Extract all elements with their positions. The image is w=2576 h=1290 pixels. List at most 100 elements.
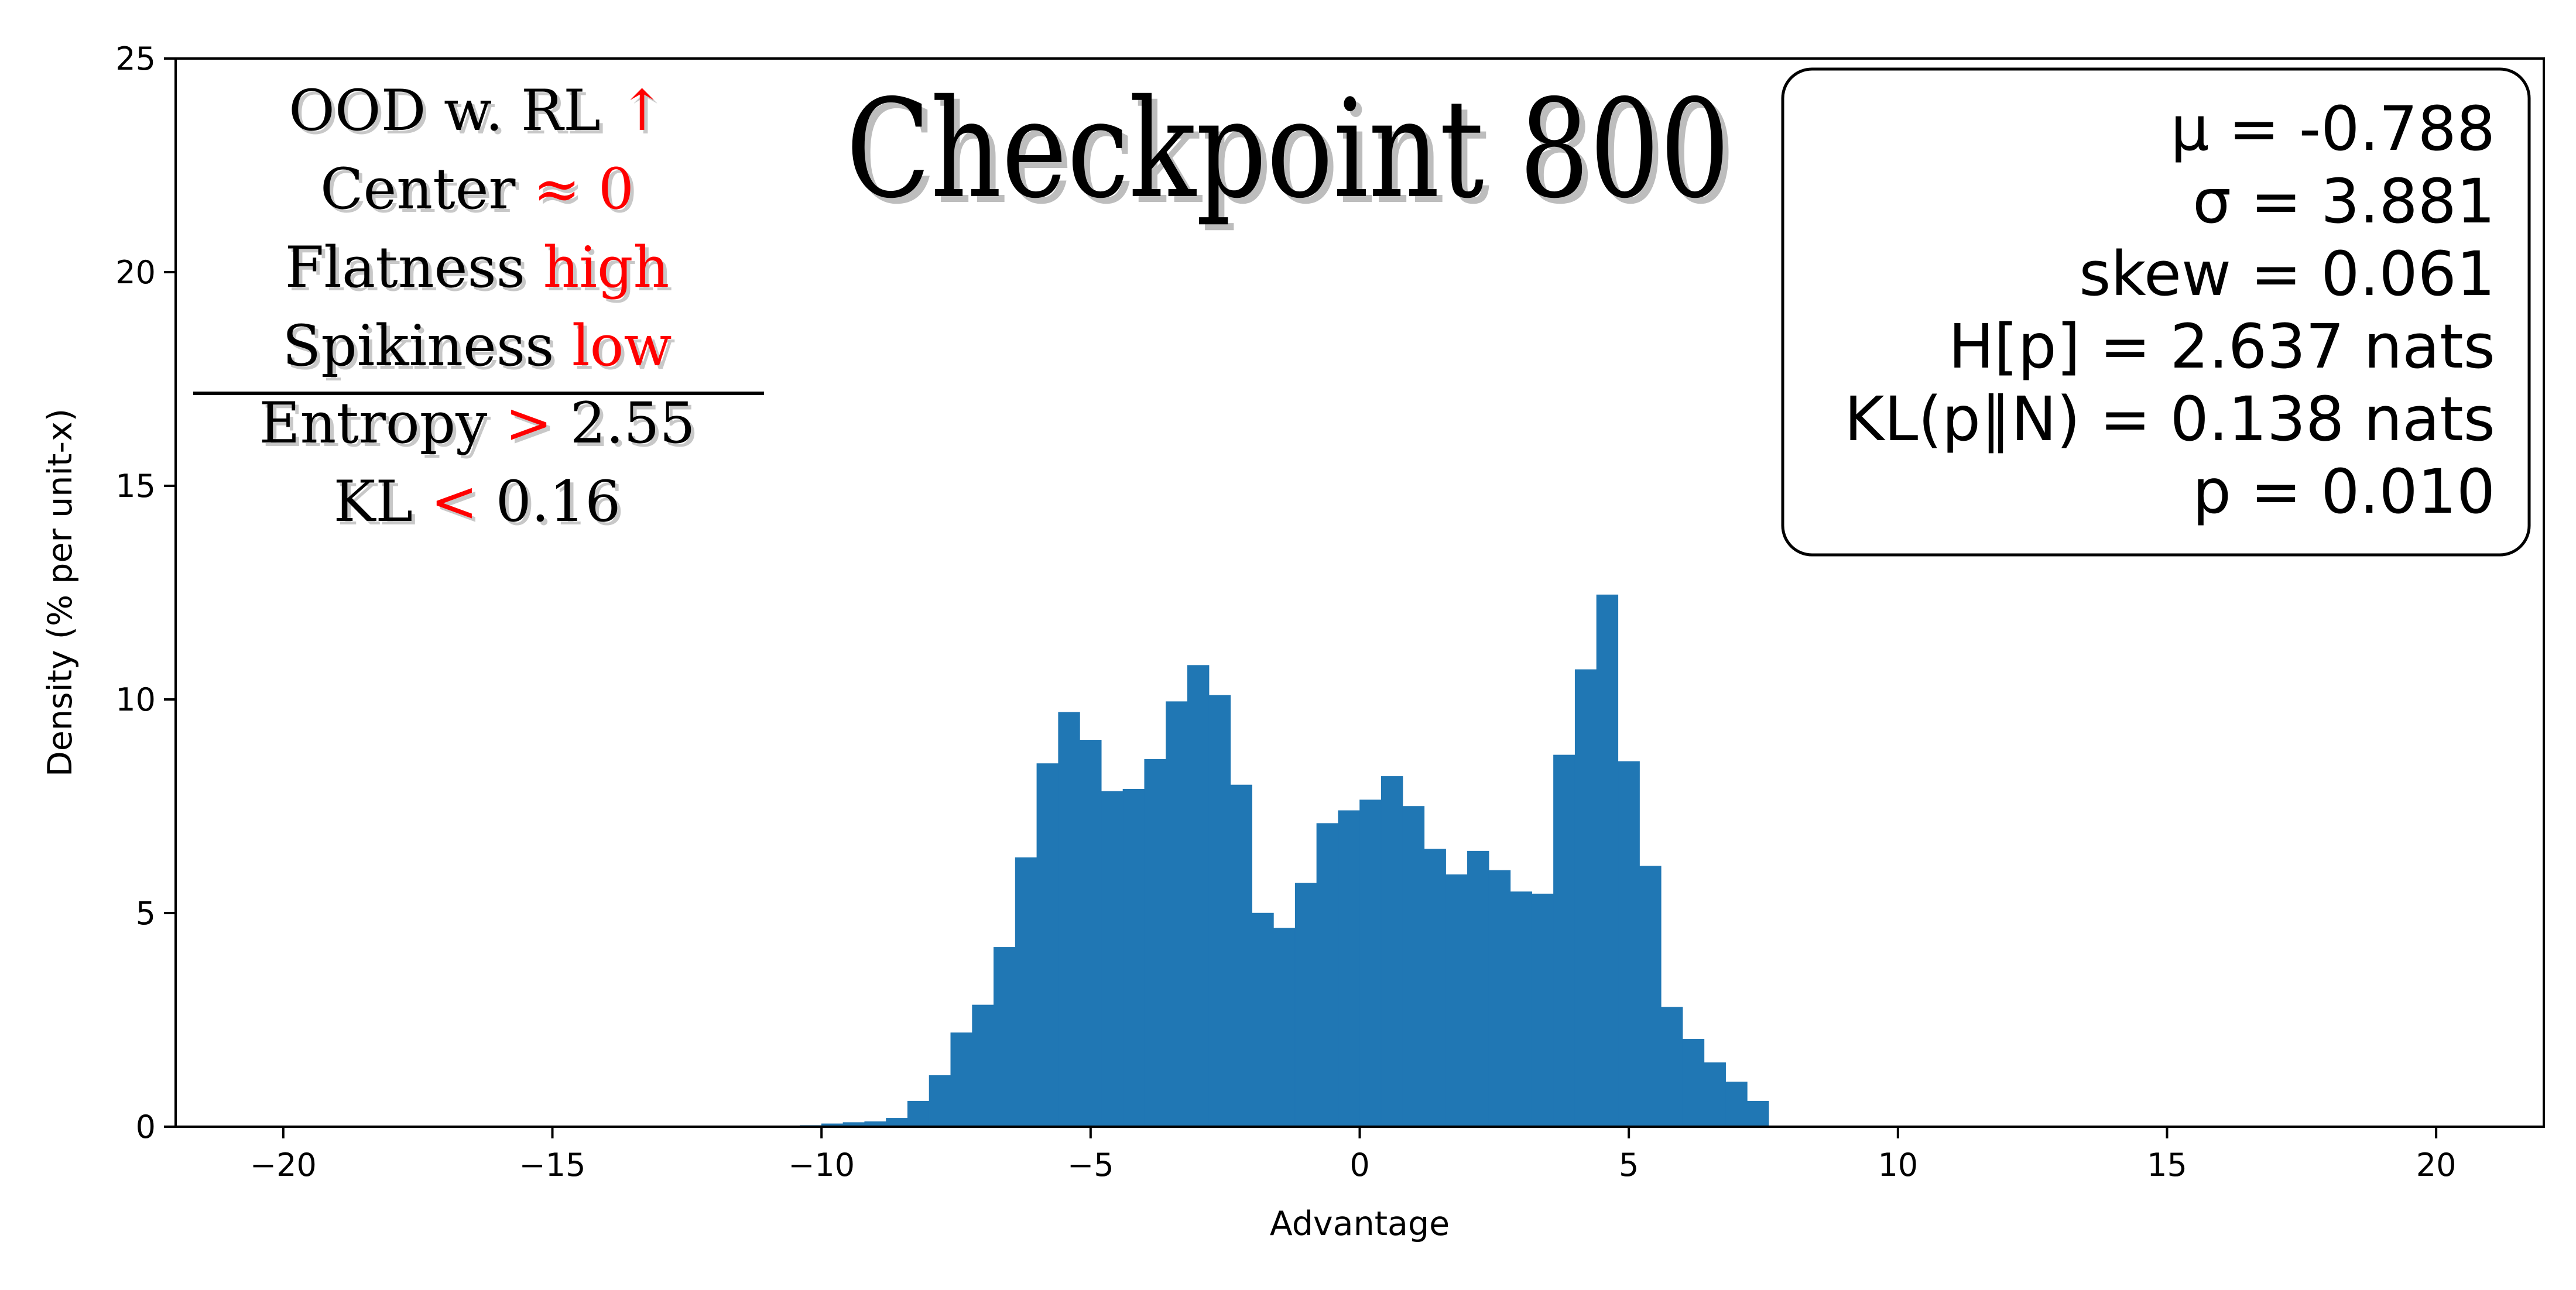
histogram-bar xyxy=(1381,776,1403,1127)
histogram-bar xyxy=(1488,870,1511,1127)
y-tick-label: 25 xyxy=(115,40,156,77)
criteria-line-entropy-shadow: Entropy > 2.55 xyxy=(262,394,698,459)
x-tick-label: −15 xyxy=(519,1147,586,1183)
histogram-bar xyxy=(1574,669,1597,1127)
y-tick-label: 10 xyxy=(115,681,156,718)
stats-box-frame xyxy=(1781,67,2531,557)
criteria-line-kl-part: KL xyxy=(334,469,431,534)
criteria-line-entropy-part: > xyxy=(505,390,552,456)
criteria-line-entropy: Entropy > 2.55 xyxy=(259,390,695,456)
histogram-bar xyxy=(1101,791,1123,1127)
criteria-line-flatness-part: high xyxy=(543,235,670,300)
histogram-bar xyxy=(1553,754,1575,1127)
histogram-bar xyxy=(886,1118,908,1127)
y-axis-label: Density (% per unit-x) xyxy=(41,409,80,777)
histogram-bar xyxy=(929,1075,951,1127)
histogram-bar xyxy=(1532,893,1554,1127)
criteria-line-flatness: Flatness high xyxy=(285,235,670,300)
x-axis-label: Advantage xyxy=(1270,1205,1450,1243)
histogram-bar xyxy=(1294,883,1317,1127)
criteria-line-entropy-part: Entropy xyxy=(259,390,505,456)
x-tick-label: −20 xyxy=(250,1147,317,1183)
x-axis-ticks: −20 −15 −10 −5 0 5 10 15 20 xyxy=(250,1127,2457,1183)
y-tick-label: 5 xyxy=(136,895,156,932)
histogram-bar xyxy=(1682,1039,1705,1127)
criteria-line-kl-part: 0.16 xyxy=(478,469,621,534)
x-tick-label: 10 xyxy=(1878,1147,1918,1183)
criteria-line-center: Center ≈ 0 xyxy=(320,156,634,222)
stats-line: σ = 3.881 xyxy=(2193,166,2495,237)
y-tick-label: 0 xyxy=(136,1109,156,1145)
criteria-line-entropy-part: 2.55 xyxy=(552,390,695,456)
stats-line: KL(p∥N) = 0.138 nats xyxy=(1844,383,2495,455)
histogram-bar xyxy=(1725,1082,1748,1127)
histogram-bar xyxy=(1015,857,1037,1127)
histogram-bar xyxy=(1316,823,1339,1127)
stats-line: H[p] = 2.637 nats xyxy=(1948,311,2495,382)
histogram-bar xyxy=(972,1004,994,1127)
histogram-bar xyxy=(1704,1062,1726,1127)
criteria-line-center-part: Center xyxy=(320,156,533,222)
x-tick-label: 0 xyxy=(1349,1147,1369,1183)
criteria-line-kl-part: < xyxy=(431,469,478,534)
histogram-bar xyxy=(1166,701,1188,1127)
histogram-bar xyxy=(1747,1100,1769,1127)
histogram-bar xyxy=(1402,806,1425,1127)
x-tick-label: −10 xyxy=(788,1147,855,1183)
histogram-bar xyxy=(1424,849,1446,1127)
chart-title: Checkpoint 800 xyxy=(846,70,1730,228)
histogram-bar xyxy=(1036,763,1059,1127)
chart-title-group: Checkpoint 800 Checkpoint 800 xyxy=(846,70,1736,234)
histogram-bar xyxy=(1122,789,1145,1127)
criteria-line-spikiness: Spikiness low xyxy=(282,313,672,379)
stats-line: μ = -0.788 xyxy=(2170,93,2495,164)
histogram-bar xyxy=(994,947,1016,1127)
criteria-line-center-shadow: Center ≈ 0 xyxy=(324,160,638,225)
chart-title-shadow: Checkpoint 800 xyxy=(852,76,1736,234)
stats-line: p = 0.010 xyxy=(2193,456,2495,527)
histogram-bar xyxy=(1230,784,1252,1127)
histogram-bar xyxy=(1187,665,1210,1127)
histogram-bar xyxy=(1596,594,1619,1127)
histogram-bar xyxy=(1338,810,1360,1127)
histogram-bar xyxy=(1661,1007,1683,1127)
histogram-bar xyxy=(1467,850,1489,1127)
histogram-bars xyxy=(800,594,1769,1127)
x-tick-label: 20 xyxy=(2416,1147,2457,1183)
criteria-line-ood-part: OOD w. RL xyxy=(289,78,618,143)
criteria-line-spikiness-part: low xyxy=(572,313,672,379)
criteria-line-spikiness-shadow: Spikiness low xyxy=(286,317,675,382)
histogram-bar xyxy=(950,1032,972,1127)
histogram-bar xyxy=(1273,928,1296,1127)
criteria-line-kl: KL < 0.16 xyxy=(334,469,621,534)
x-tick-label: 15 xyxy=(2147,1147,2187,1183)
criteria-line-flatness-shadow: Flatness high xyxy=(289,238,673,304)
x-tick-label: −5 xyxy=(1067,1147,1114,1183)
criteria-line-ood-part: ↑ xyxy=(618,78,665,143)
histogram-bar xyxy=(907,1100,930,1127)
criteria-line-center-part: ≈ 0 xyxy=(533,156,634,222)
histogram-bar xyxy=(1359,800,1382,1127)
criteria-line-kl-shadow: KL < 0.16 xyxy=(337,472,625,538)
histogram-bar xyxy=(1252,912,1274,1127)
histogram-bar xyxy=(1058,712,1080,1127)
histogram-bar xyxy=(1208,695,1231,1127)
histogram-bar xyxy=(1618,761,1640,1127)
histogram-bar xyxy=(1144,759,1166,1127)
y-tick-label: 20 xyxy=(115,254,156,291)
histogram-bar xyxy=(1080,740,1102,1127)
histogram-bar xyxy=(1445,874,1468,1127)
criteria-line-ood-shadow: OOD w. RL ↑ xyxy=(292,81,669,147)
histogram-bar xyxy=(1510,891,1532,1127)
y-tick-label: 15 xyxy=(115,468,156,505)
y-axis-ticks: 0 5 10 15 20 25 xyxy=(115,40,176,1145)
criteria-line-ood: OOD w. RL ↑ xyxy=(289,78,666,143)
stats-line: skew = 0.061 xyxy=(2079,238,2495,310)
criteria-line-flatness-part: Flatness xyxy=(285,235,543,300)
x-tick-label: 5 xyxy=(1619,1147,1639,1183)
criteria-line-spikiness-part: Spikiness xyxy=(282,313,571,379)
